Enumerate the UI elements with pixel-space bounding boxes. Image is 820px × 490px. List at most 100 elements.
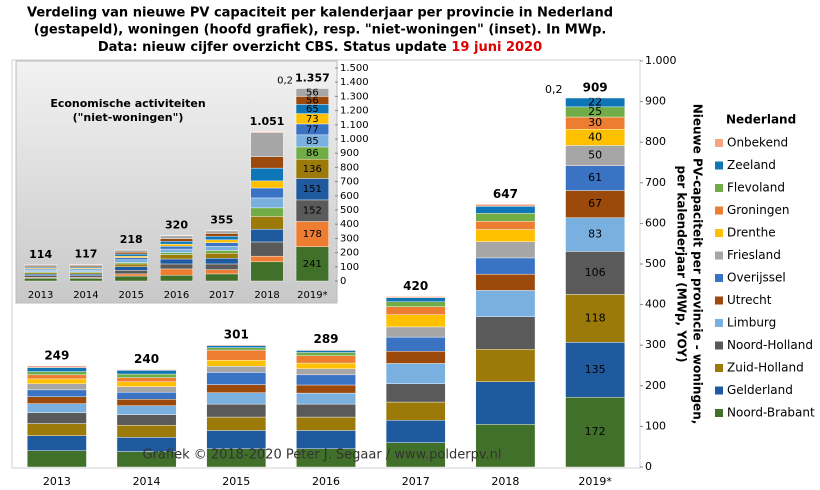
y-tick-label: 1.100 [340, 120, 369, 131]
bar-segment [205, 253, 239, 259]
x-tick-label: 2014 [133, 475, 161, 488]
bar-segment [114, 259, 148, 263]
bar-segment [69, 277, 103, 282]
x-tick-label: 2015 [118, 290, 143, 301]
bar-segment [206, 403, 267, 418]
data-label: 25 [588, 105, 602, 118]
bar-segment [205, 242, 239, 247]
bar-segment [250, 197, 284, 209]
title-line: Data: nieuw cijfer overzicht CBS. Status… [98, 40, 542, 55]
legend-label: Noord-Brabant [727, 406, 815, 420]
bar-segment [385, 314, 446, 328]
bar-segment [250, 156, 284, 169]
bar-segment [565, 342, 625, 398]
bar-segment [475, 349, 536, 382]
x-tick-label: 2016 [312, 475, 340, 488]
legend-label: Utrecht [727, 293, 772, 307]
bar-segment [116, 373, 177, 378]
bar-segment [27, 450, 87, 468]
legend-swatch [715, 161, 723, 170]
bar-segment [27, 403, 87, 413]
bar-segment [385, 326, 446, 338]
total-label: 1.357 [295, 71, 330, 84]
bar-segment [296, 350, 356, 353]
bar-segment [250, 216, 284, 230]
bar-segment [206, 372, 267, 385]
bar-segment [475, 273, 536, 291]
legend-swatch [715, 274, 723, 282]
y-tick-label: 100 [645, 419, 666, 432]
y-tick-label: 300 [645, 338, 666, 351]
bar-segment [206, 392, 267, 405]
x-tick-label: 2013 [43, 475, 71, 488]
bar-segment [206, 360, 267, 367]
bar-segment [159, 235, 194, 239]
x-tick-label: 2017 [209, 290, 234, 301]
bar-segment [565, 165, 625, 191]
y-tick-label: 1.400 [340, 77, 369, 88]
bar-segment [24, 270, 58, 272]
bar-segment [206, 349, 267, 361]
y-tick-label: 1.000 [645, 54, 677, 67]
y-tick-label: 0 [340, 276, 346, 287]
x-tick-label: 2015 [222, 475, 250, 488]
bar-segment [27, 378, 87, 384]
y-tick-label: 0 [645, 460, 652, 473]
bar-segment [296, 392, 356, 405]
inset-title: Economische activiteiten [50, 97, 205, 110]
y-tick-label: 600 [340, 191, 359, 202]
y-tick-label: 500 [340, 205, 359, 216]
bar-segment [205, 246, 239, 251]
data-label: 172 [585, 425, 606, 438]
bar-segment [27, 396, 87, 404]
x-tick-label: 2019* [297, 290, 327, 301]
bar-segment [206, 384, 267, 393]
bar-segment [250, 207, 284, 217]
x-tick-label: 2018 [491, 475, 519, 488]
legend-label: Flevoland [727, 181, 785, 195]
bar-segment [475, 221, 536, 230]
bar-segment [565, 217, 625, 252]
legend-swatch [715, 341, 723, 350]
legend-label: Noord-Holland [727, 338, 813, 352]
y-tick-label: 700 [340, 177, 359, 188]
bar-segment [205, 230, 239, 234]
y-tick-label: 900 [340, 148, 359, 159]
watermark: Grafiek © 2018-2020 Peter J. Segaar / ww… [143, 448, 502, 463]
bar-segment [296, 368, 356, 376]
y-tick-label: 800 [645, 135, 666, 148]
bar-segment [116, 386, 177, 393]
bar-segment [159, 258, 194, 265]
bar-segment [385, 351, 446, 364]
total-label: 909 [583, 80, 608, 94]
data-label: 83 [588, 228, 602, 241]
bar-segment [296, 403, 356, 418]
bar-segment [114, 253, 148, 257]
total-label: 289 [313, 332, 338, 346]
x-tick-label: 2019* [578, 475, 612, 488]
bar-segment [296, 362, 356, 369]
data-label: 106 [585, 266, 606, 279]
bar-segment [114, 257, 148, 260]
bar-segment [24, 272, 58, 275]
bar-segment [250, 167, 284, 182]
bar-segment [475, 213, 536, 222]
bar-segment [475, 257, 536, 275]
data-label: 22 [588, 95, 602, 108]
bar-segment [385, 442, 446, 468]
bar-segment [159, 243, 194, 247]
data-label: 30 [588, 116, 602, 129]
total-label: 117 [74, 247, 97, 260]
bar-segment [159, 268, 194, 276]
bar-segment [296, 416, 356, 431]
bar-segment [116, 392, 177, 400]
y-tick-label: 200 [645, 379, 666, 392]
bar-segment [250, 255, 284, 263]
bar-segment [159, 275, 194, 282]
x-tick-label: 2016 [164, 290, 189, 301]
legend-swatch [715, 386, 723, 395]
bar-segment [205, 269, 239, 275]
bar-segment [250, 261, 284, 282]
bar-segment [385, 297, 446, 302]
legend-swatch [715, 296, 723, 305]
